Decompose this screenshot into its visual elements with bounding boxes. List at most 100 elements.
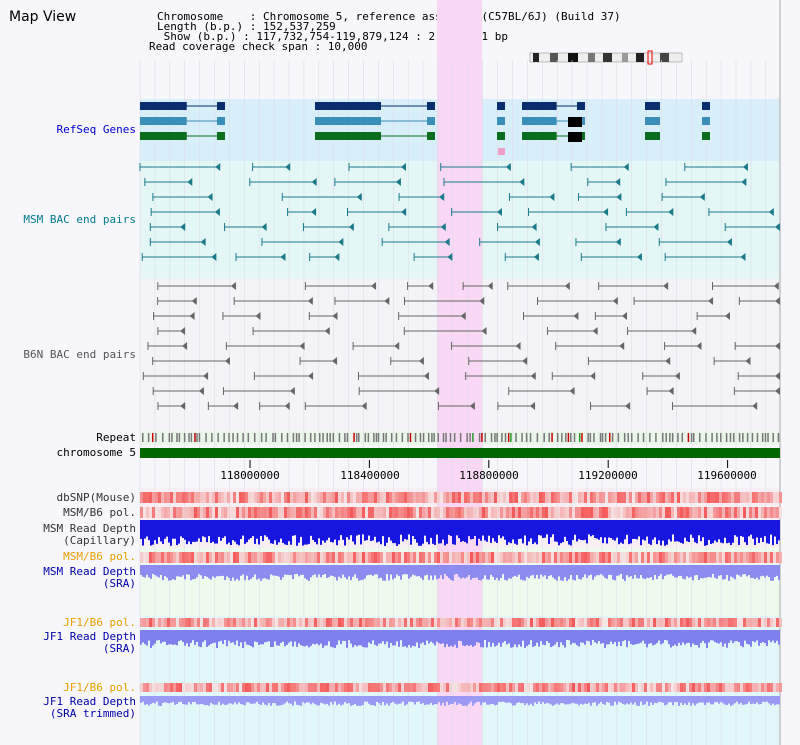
depth-bar — [198, 565, 200, 575]
depth-bar — [416, 565, 418, 577]
depth-bar — [730, 565, 732, 577]
depth-bar — [310, 630, 312, 646]
msm-bac-pair-end — [726, 238, 732, 246]
depth-bar — [414, 630, 416, 647]
heatmap-cell — [320, 492, 323, 503]
depth-bar — [690, 630, 692, 647]
depth-bar — [582, 696, 584, 705]
b6n-bac-pair-end — [361, 402, 367, 410]
chromosome-ideogram[interactable] — [529, 50, 683, 65]
heatmap-cell — [371, 492, 374, 503]
heatmap-cell — [710, 552, 713, 563]
heatmap-cell — [779, 492, 782, 503]
heatmap-cell — [689, 552, 692, 563]
depth-bar — [696, 520, 698, 544]
heatmap-cell — [248, 552, 251, 563]
depth-bar — [334, 565, 336, 578]
heatmap-cell — [677, 683, 680, 692]
heatmap-cell — [254, 552, 257, 563]
depth-bar — [744, 520, 746, 543]
depth-bar — [648, 630, 650, 644]
heatmap-cell — [158, 683, 161, 692]
repeat-mark — [581, 433, 583, 442]
heatmap-cell — [434, 552, 437, 563]
depth-bar — [712, 630, 714, 641]
heatmap-cell — [698, 618, 701, 627]
heatmap-cell — [713, 618, 716, 627]
depth-bar — [486, 630, 488, 648]
heatmap-cell — [479, 683, 482, 692]
heatmap-cell — [404, 552, 407, 563]
heatmap-cell — [467, 618, 470, 627]
heatmap-cell — [593, 552, 596, 563]
depth-bar — [312, 520, 314, 540]
heatmap-cell — [527, 552, 530, 563]
b6n-bac-pair-end — [530, 402, 536, 410]
repeat-mark — [390, 433, 393, 442]
heatmap-cell — [428, 552, 431, 563]
depth-bar — [242, 520, 244, 536]
heatmap-cell — [710, 683, 713, 692]
heatmap-cell — [764, 618, 767, 627]
depth-bar — [490, 565, 492, 575]
heatmap-cell — [233, 618, 236, 627]
heatmap-cell — [395, 683, 398, 692]
heatmap-cell — [260, 507, 263, 518]
heatmap-cell — [533, 683, 536, 692]
heatmap-cell — [548, 552, 551, 563]
depth-bar — [308, 696, 310, 703]
heatmap-cell — [350, 492, 353, 503]
heatmap-cell — [530, 552, 533, 563]
heatmap-cell — [404, 492, 407, 503]
heatmap-cell — [218, 618, 221, 627]
heatmap-cell — [275, 552, 278, 563]
heatmap-cell — [179, 618, 182, 627]
depth-bar — [180, 630, 182, 641]
heatmap-cell — [482, 552, 485, 563]
heatmap-cell — [248, 507, 251, 518]
depth-bar — [326, 630, 328, 646]
repeat-mark — [551, 433, 553, 442]
heatmap-cell — [713, 492, 716, 503]
depth-bar — [220, 696, 222, 706]
heatmap-cell — [212, 492, 215, 503]
heatmap-cell — [356, 507, 359, 518]
depth-bar — [170, 696, 172, 703]
depth-bar — [510, 520, 512, 544]
depth-bar — [406, 520, 408, 540]
depth-bar — [666, 520, 668, 545]
heatmap-cell — [662, 507, 665, 518]
depth-bar — [552, 696, 554, 706]
depth-bar — [248, 630, 250, 646]
depth-bar — [378, 520, 380, 542]
depth-bar — [684, 565, 686, 580]
depth-bar — [244, 630, 246, 642]
depth-bar — [420, 696, 422, 705]
depth-bar — [240, 520, 242, 540]
heatmap-cell — [542, 552, 545, 563]
heatmap-cell — [761, 683, 764, 692]
depth-bar — [572, 630, 574, 643]
heatmap-cell — [422, 618, 425, 627]
depth-bar — [160, 696, 162, 706]
depth-bar — [278, 630, 280, 646]
depth-bar — [538, 630, 540, 647]
heatmap-cell — [491, 507, 494, 518]
depth-bar — [536, 520, 538, 545]
depth-bar — [460, 565, 462, 579]
depth-bar — [376, 696, 378, 702]
depth-bar — [640, 565, 642, 575]
heatmap-cell — [671, 683, 674, 692]
heatmap-cell — [278, 507, 281, 518]
msm-bac-pair-end — [444, 238, 450, 246]
heatmap-cell — [329, 507, 332, 518]
depth-bar — [222, 696, 224, 704]
heatmap-cell — [245, 618, 248, 627]
depth-bar — [452, 565, 454, 581]
depth-bar — [436, 696, 438, 705]
depth-bar — [626, 520, 628, 535]
heatmap-cell — [314, 492, 317, 503]
heatmap-cell — [677, 552, 680, 563]
heatmap-cell — [563, 683, 566, 692]
